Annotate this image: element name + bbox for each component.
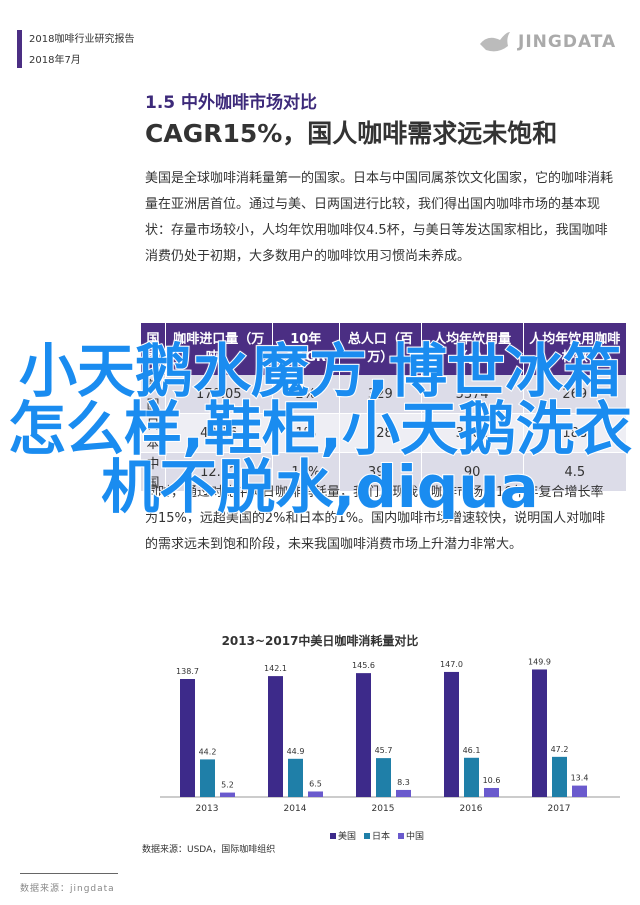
bar	[268, 676, 283, 797]
legend-swatch	[398, 833, 405, 839]
footer-source: 数据来源：jingdata	[20, 884, 115, 894]
data-label: 44.9	[287, 747, 305, 756]
data-label: 6.5	[309, 779, 322, 788]
bar	[532, 669, 547, 797]
data-label: 142.1	[264, 664, 287, 673]
x-tick-label: 2016	[460, 804, 483, 814]
data-label: 10.6	[483, 776, 501, 785]
data-label: 138.7	[176, 667, 199, 676]
table-cell: 美国	[141, 375, 166, 414]
table-header: 咖啡进口量（万吨）	[165, 323, 273, 375]
legend-item: 日本	[364, 829, 390, 842]
table-cell: 5374	[421, 375, 524, 414]
table-header: 10年CAGR	[272, 323, 341, 375]
chart-source: 数据来源：USDA，国际咖啡组织	[142, 845, 276, 855]
section-heading: 1.5 中外咖啡市场对比	[145, 93, 318, 113]
table-cell: 3762	[421, 413, 524, 453]
table-cell: 329	[339, 375, 422, 414]
data-label: 8.3	[397, 778, 410, 787]
table-cell: 90	[421, 452, 524, 492]
table-cell: 2%	[272, 375, 341, 414]
data-label: 46.1	[463, 746, 481, 755]
bar	[200, 759, 215, 797]
table-cell: 4.5	[523, 452, 628, 492]
whale-icon	[480, 32, 510, 52]
page-title: CAGR15%，国人咖啡需求远未饱和	[145, 119, 558, 148]
data-label: 44.2	[199, 747, 217, 756]
bar	[484, 787, 499, 797]
table-row: 美国 170.05 2% 329 5374 269	[141, 375, 628, 414]
bar	[180, 679, 195, 797]
logo-text: JINGDATA	[518, 32, 617, 52]
analysis-paragraph: 同时，通过对比中美日咖啡消耗量，我们发现我国咖啡市场近10年年复合增长率为15%…	[145, 485, 606, 552]
bar	[552, 756, 567, 797]
data-label: 145.6	[352, 661, 375, 670]
table-cell: 170.05	[165, 375, 273, 414]
chart-title: 2013~2017中美日咖啡消耗量对比	[221, 634, 419, 648]
intro-paragraph: 美国是全球咖啡消耗量第一的国家。日本与中国同属茶饮文化国家，它的咖啡消耗量在亚洲…	[145, 171, 614, 264]
header-accent-bar	[17, 30, 22, 68]
table-cell: 48.16	[165, 413, 273, 453]
table-cell: 中国	[141, 452, 166, 492]
table-cell: 12.52	[165, 452, 273, 492]
table-header: 人均年饮用量（g）	[421, 323, 524, 375]
report-name: 2018咖啡行业研究报告	[29, 34, 135, 45]
table-row: 中国 12.52 15% 390 90 4.5	[141, 452, 628, 492]
data-label: 13.4	[571, 774, 589, 783]
footer-divider	[20, 873, 118, 874]
table-cell: 128	[339, 413, 422, 453]
bar	[220, 792, 235, 797]
table-cell: 390	[339, 452, 422, 492]
x-tick-label: 2015	[372, 804, 395, 814]
consumption-bar-chart: 138.7 44.2 5.2 2013 142.1 44.9 6.5 2014 145.6 45.…	[160, 657, 620, 814]
bar	[288, 758, 303, 797]
data-label: 5.2	[221, 781, 234, 790]
legend-swatch	[364, 833, 371, 839]
bar	[396, 789, 411, 797]
table-cell: 15%	[272, 452, 341, 492]
table-header: 总人口（百万）	[339, 323, 422, 375]
table-cell: 188	[523, 413, 628, 453]
table-header: 人均年饮用咖啡杯数	[523, 323, 628, 375]
data-label: 47.2	[551, 745, 569, 754]
table-cell: 269	[523, 375, 628, 414]
bar	[308, 791, 323, 797]
chart-legend: 美国 日本 中国	[330, 829, 424, 842]
x-tick-label: 2017	[548, 804, 571, 814]
table-cell: 1%	[272, 413, 341, 453]
bar	[356, 673, 371, 797]
legend-swatch	[330, 833, 336, 839]
bar	[444, 671, 459, 797]
bar	[464, 757, 479, 797]
report-date: 2018年7月	[29, 55, 81, 66]
bar	[572, 785, 587, 797]
legend-item: 中国	[398, 829, 424, 842]
jingdata-logo: JINGDATA	[478, 30, 616, 54]
table-row: 日本 48.16 1% 128 3762 188	[141, 413, 628, 453]
x-tick-label: 2013	[196, 804, 219, 814]
data-label: 45.7	[375, 746, 393, 755]
table-cell: 日本	[141, 413, 166, 453]
comparison-table: 国家 咖啡进口量（万吨） 10年CAGR 总人口（百万） 人均年饮用量（g） 人均年饮用咖…	[141, 323, 628, 492]
data-label: 147.0	[440, 660, 463, 669]
table-header: 国家	[141, 323, 166, 375]
legend-item: 美国	[330, 829, 356, 842]
bar	[376, 758, 391, 797]
x-tick-label: 2014	[284, 804, 307, 814]
overlay-headline: 小天鹅水魔方,博世冰箱怎么样,鞋柜,小天鹅洗衣机不脱水,diqua	[7, 337, 633, 521]
data-label: 149.9	[528, 657, 551, 666]
